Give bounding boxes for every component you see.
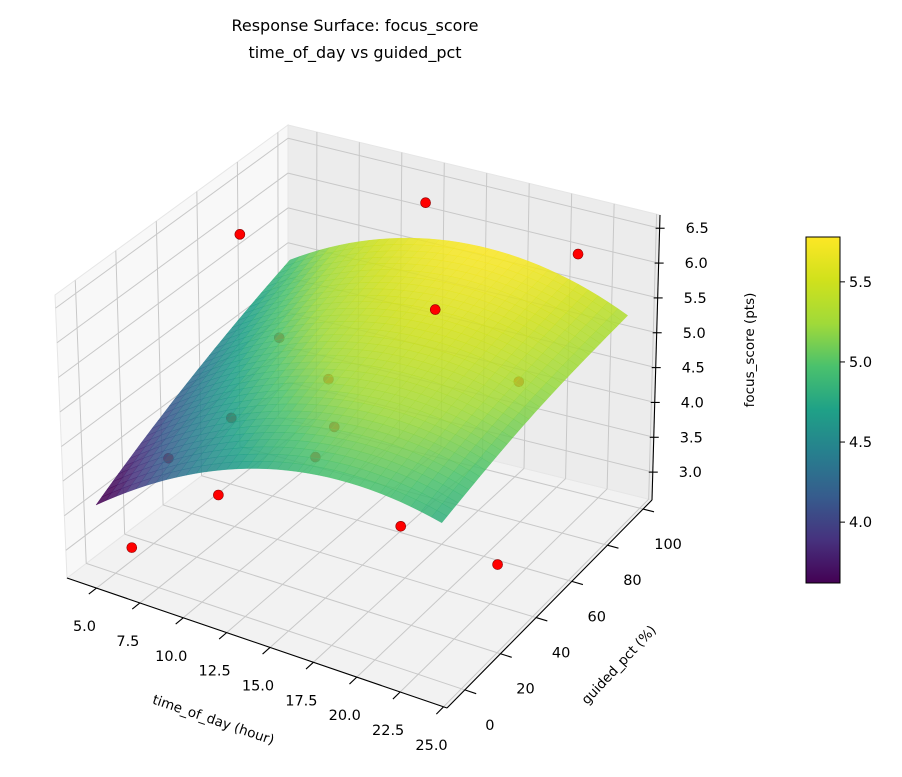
x-tick-label: 17.5 (285, 693, 317, 709)
x-axis-line (66, 577, 448, 709)
tick-labels: 5.0 7.5 10.0 12.5 15.0 17.5 20.0 22.5 25.0 0 20 40 6… (73, 221, 709, 754)
scatter-points-above (234, 197, 584, 315)
y-tick-label: 80 (623, 573, 641, 589)
left-gridline-z (56, 172, 289, 344)
colorbar: 4.0 4.5 5.0 5.5 (805, 236, 872, 584)
scatter-point (420, 197, 431, 209)
z-tick-label: 6.0 (685, 256, 708, 272)
back-gridline-x (606, 203, 615, 489)
back-gridline-z (287, 137, 660, 229)
floor-gridline-y (86, 562, 465, 691)
x-tick-label: 5.0 (73, 619, 96, 635)
x-tick-label: 20.0 (329, 708, 361, 724)
x-tick (88, 587, 97, 595)
z-tick-label: 5.0 (683, 326, 706, 342)
x-tick (435, 706, 444, 715)
x-tick (305, 661, 314, 670)
z-axis-line (651, 214, 661, 501)
x-tick (349, 676, 358, 685)
z-tick-label: 3.0 (679, 465, 702, 481)
floor-gridline-x (443, 498, 650, 708)
y-tick (607, 544, 619, 549)
floor-gridline-x (356, 478, 566, 678)
x-tick-label: 10.0 (155, 649, 187, 665)
y-axis-label: guided_pct (%) (578, 623, 659, 709)
scatter-point (492, 559, 503, 570)
x-tick-label: 22.5 (372, 723, 404, 739)
x-tick-label: 12.5 (198, 664, 230, 680)
x-tick (392, 691, 401, 700)
z-tick-label: 5.5 (684, 291, 707, 307)
z-tick-label: 4.0 (681, 395, 704, 411)
y-axis-line (446, 499, 653, 709)
y-tick (535, 617, 548, 622)
floor-gridline-y (124, 533, 501, 655)
z-tick-label: 4.5 (682, 361, 705, 377)
y-tick-label: 60 (588, 609, 606, 625)
floor-gridline-x (399, 488, 608, 693)
axis-lines (66, 214, 661, 709)
floor-gridline-y (162, 504, 537, 619)
x-tick (218, 632, 227, 640)
scatter-point (213, 489, 224, 501)
scatter-point (234, 229, 246, 240)
x-tick-label: 15.0 (242, 678, 274, 694)
response-surface (95, 237, 629, 524)
left-gridline-z (59, 242, 289, 413)
x-tick-label: 7.5 (116, 634, 139, 650)
colorbar-tick-label: 4.5 (849, 435, 872, 451)
y-tick (571, 580, 584, 586)
scatter-point (429, 304, 441, 315)
y-tick (464, 689, 477, 695)
y-tick-label: 20 (516, 682, 534, 698)
x-tick (175, 617, 184, 625)
z-tick-label: 6.5 (686, 221, 709, 237)
y-tick (642, 508, 655, 513)
colorbar-tick-label: 5.5 (849, 275, 872, 291)
y-tick-label: 0 (485, 718, 494, 734)
scatter-point (395, 521, 407, 532)
scatter-point (572, 248, 584, 260)
z-axis-label: focus_score (pts) (742, 293, 758, 408)
x-tick (262, 647, 271, 655)
y-tick (500, 653, 512, 658)
x-axis-label: time_of_day (hour) (150, 692, 276, 749)
surface-facet (431, 510, 448, 524)
scatter-point (126, 542, 138, 553)
floor-gridline-x (313, 467, 525, 663)
colorbar-gradient (805, 236, 841, 584)
tick-marks (88, 227, 665, 715)
y-tick-label: 100 (654, 537, 682, 553)
colorbar-tick-label: 5.0 (849, 355, 872, 371)
y-tick-label: 40 (552, 646, 570, 662)
x-tick (131, 602, 141, 610)
z-tick-label: 3.5 (680, 430, 703, 446)
left-gridline-z (55, 137, 289, 309)
chart-title: Response Surface: focus_score (231, 16, 478, 36)
colorbar-tick-label: 4.0 (849, 515, 872, 531)
x-tick-label: 25.0 (415, 738, 447, 754)
back-gridline-x (648, 214, 658, 500)
floor-gridline-y (201, 475, 572, 582)
chart-subtitle: time_of_day vs guided_pct (248, 43, 461, 63)
left-gridline-z (58, 207, 289, 378)
back-gridline-z (287, 172, 659, 264)
